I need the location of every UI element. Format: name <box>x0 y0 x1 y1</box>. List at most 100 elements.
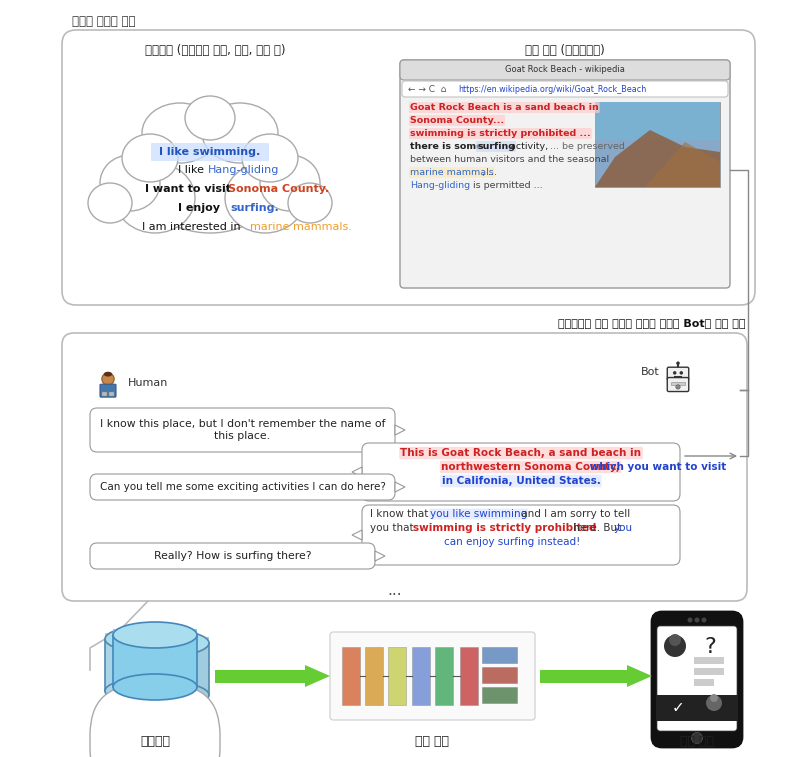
Text: can enjoy surfing instead!: can enjoy surfing instead! <box>444 537 580 547</box>
FancyBboxPatch shape <box>62 333 747 601</box>
Bar <box>365 647 383 705</box>
Polygon shape <box>305 665 330 687</box>
Text: surfing.: surfing. <box>230 203 278 213</box>
Text: ✓: ✓ <box>672 700 685 715</box>
Text: in Califonia, United States.: in Califonia, United States. <box>442 476 601 486</box>
FancyBboxPatch shape <box>102 392 106 396</box>
Text: ... be preserved: ... be preserved <box>550 142 625 151</box>
Text: https://en.wikipedia.org/wiki/Goat_Rock_Beach: https://en.wikipedia.org/wiki/Goat_Rock_… <box>458 85 646 94</box>
Text: 페르소나와 외부 지식을 활용한 인간과 Bot의 대화 상황: 페르소나와 외부 지식을 활용한 인간과 Bot의 대화 상황 <box>558 318 745 328</box>
FancyBboxPatch shape <box>100 384 116 397</box>
FancyBboxPatch shape <box>671 382 685 385</box>
Text: 대화에 활용된 지식: 대화에 활용된 지식 <box>72 15 135 28</box>
Polygon shape <box>395 425 405 435</box>
FancyBboxPatch shape <box>657 626 737 731</box>
Text: I like: I like <box>178 165 208 175</box>
FancyBboxPatch shape <box>362 505 680 565</box>
Polygon shape <box>645 142 720 187</box>
FancyBboxPatch shape <box>62 30 755 305</box>
FancyBboxPatch shape <box>400 60 730 288</box>
Bar <box>595 102 720 140</box>
Bar <box>540 669 627 683</box>
Ellipse shape <box>105 678 189 704</box>
Ellipse shape <box>122 134 178 182</box>
Text: northwestern Sonoma County,: northwestern Sonoma County, <box>441 462 620 472</box>
Circle shape <box>664 635 686 657</box>
Text: Human: Human <box>128 378 168 388</box>
Text: Sonoma County.: Sonoma County. <box>228 184 330 194</box>
Text: 데이터셋: 데이터셋 <box>140 735 170 748</box>
Polygon shape <box>595 130 720 187</box>
FancyBboxPatch shape <box>652 612 742 747</box>
Text: activity,: activity, <box>507 142 548 151</box>
Bar <box>694 668 724 675</box>
Bar <box>388 647 406 705</box>
Text: Can you tell me some exciting activities I can do here?: Can you tell me some exciting activities… <box>99 482 386 492</box>
Text: I know that: I know that <box>370 509 432 519</box>
Polygon shape <box>352 530 362 540</box>
Text: This is Goat Rock Beach, a sand beach in: This is Goat Rock Beach, a sand beach in <box>401 448 642 458</box>
Text: I know this place, but I don't remember the name of
this place.: I know this place, but I don't remember … <box>100 419 386 441</box>
Text: is permitted ...: is permitted ... <box>470 181 542 190</box>
Ellipse shape <box>288 183 332 223</box>
Text: ?: ? <box>704 637 716 657</box>
Ellipse shape <box>113 622 197 648</box>
FancyBboxPatch shape <box>362 443 680 501</box>
Bar <box>694 657 724 664</box>
Ellipse shape <box>225 163 305 233</box>
Ellipse shape <box>105 626 189 652</box>
Text: 모델 학습: 모델 학습 <box>415 735 449 748</box>
Circle shape <box>669 634 681 646</box>
FancyBboxPatch shape <box>90 408 395 452</box>
Text: Bot: Bot <box>642 367 660 377</box>
Bar <box>105 633 189 698</box>
Circle shape <box>706 695 722 711</box>
Bar <box>595 102 720 187</box>
Text: 페르소나 (사용자의 경험, 선호, 취미 등): 페르소나 (사용자의 경험, 선호, 취미 등) <box>145 44 286 57</box>
FancyBboxPatch shape <box>667 367 689 380</box>
Text: Really? How is surfing there?: Really? How is surfing there? <box>154 551 311 561</box>
Text: you like swimming: you like swimming <box>430 509 527 519</box>
Circle shape <box>676 385 680 389</box>
Text: you: you <box>614 523 633 533</box>
Text: swimming is strictly prohibited: swimming is strictly prohibited <box>413 523 596 533</box>
Text: 대화 엔진: 대화 엔진 <box>680 735 714 748</box>
FancyBboxPatch shape <box>330 632 535 720</box>
Bar <box>694 679 714 686</box>
Circle shape <box>679 371 683 375</box>
Bar <box>412 647 430 705</box>
Ellipse shape <box>125 682 209 708</box>
Bar <box>342 647 360 705</box>
Circle shape <box>687 618 693 622</box>
Bar <box>125 637 209 702</box>
Bar <box>482 687 517 703</box>
Ellipse shape <box>140 123 280 233</box>
Polygon shape <box>352 467 362 477</box>
Text: , ...: , ... <box>482 168 497 177</box>
Text: between human visitors and the seasonal: between human visitors and the seasonal <box>410 155 612 164</box>
Text: Goat Rock Beach is a sand beach in: Goat Rock Beach is a sand beach in <box>410 103 598 112</box>
Text: you that: you that <box>370 523 417 533</box>
Text: marine mammals: marine mammals <box>410 168 494 177</box>
Bar <box>113 629 197 694</box>
Polygon shape <box>627 665 652 687</box>
FancyBboxPatch shape <box>90 474 395 500</box>
Text: I enjoy: I enjoy <box>178 203 224 213</box>
Text: ← → C  ⌂: ← → C ⌂ <box>408 85 446 94</box>
Ellipse shape <box>242 134 298 182</box>
Bar <box>482 647 517 663</box>
Text: I want to visit: I want to visit <box>145 184 235 194</box>
Text: 외부 지식 (위키피디아): 외부 지식 (위키피디아) <box>525 44 605 57</box>
FancyBboxPatch shape <box>402 81 728 97</box>
Text: marine mammals.: marine mammals. <box>250 222 352 232</box>
Ellipse shape <box>100 155 160 211</box>
Text: swimming is strictly prohibited ...: swimming is strictly prohibited ... <box>410 129 590 138</box>
Text: Hang-gliding: Hang-gliding <box>208 165 279 175</box>
Polygon shape <box>395 482 405 492</box>
Text: ...: ... <box>388 583 402 598</box>
Circle shape <box>676 361 680 365</box>
Ellipse shape <box>260 155 320 211</box>
Circle shape <box>702 618 706 622</box>
Ellipse shape <box>104 372 112 376</box>
Text: surfing: surfing <box>477 142 515 151</box>
